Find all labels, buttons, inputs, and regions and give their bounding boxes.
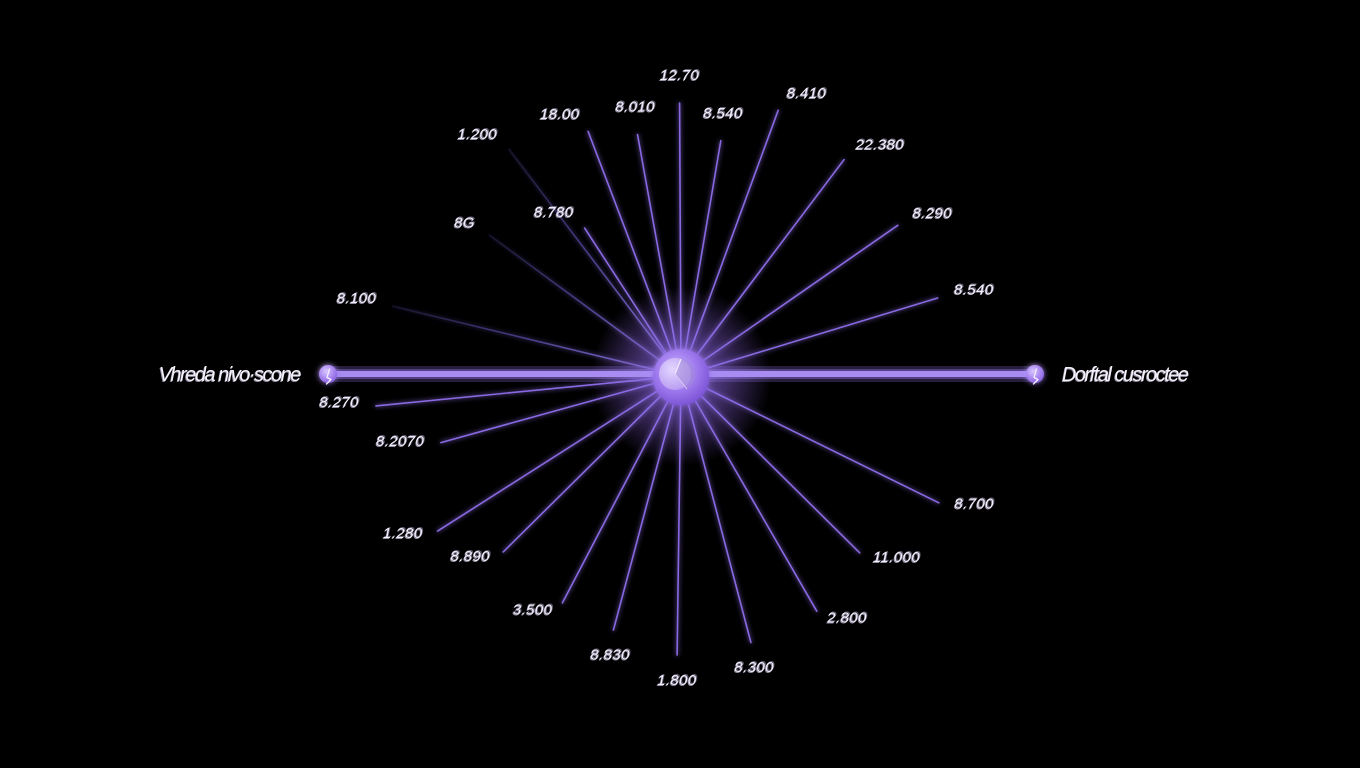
svg-text:8.780: 8.780 [534, 204, 574, 221]
svg-text:12.70: 12.70 [660, 67, 700, 84]
svg-text:22.380: 22.380 [855, 136, 905, 153]
svg-text:8.410: 8.410 [787, 85, 827, 102]
svg-text:1.280: 1.280 [383, 525, 423, 542]
svg-text:3.500: 3.500 [513, 601, 553, 618]
svg-text:18.00: 18.00 [540, 106, 580, 123]
svg-text:2.800: 2.800 [826, 610, 867, 627]
svg-text:8.890: 8.890 [450, 548, 490, 565]
svg-text:8.300: 8.300 [734, 659, 774, 676]
svg-text:11.000: 11.000 [873, 549, 920, 566]
svg-text:8.540: 8.540 [954, 281, 994, 298]
svg-text:8G: 8G [454, 215, 475, 232]
svg-text:8.010: 8.010 [615, 99, 655, 116]
svg-text:8.270: 8.270 [319, 394, 359, 411]
svg-text:8.100: 8.100 [337, 290, 377, 307]
svg-text:8.700: 8.700 [954, 496, 994, 513]
svg-text:8.540: 8.540 [703, 105, 743, 122]
svg-text:1.800: 1.800 [657, 672, 697, 689]
svg-text:8.2070: 8.2070 [376, 433, 425, 450]
svg-text:8.830: 8.830 [590, 647, 630, 664]
svg-text:1.200: 1.200 [458, 126, 498, 143]
svg-text:8.290: 8.290 [913, 205, 953, 222]
svg-text:Vhreda nivo·scone: Vhreda nivo·scone [159, 364, 302, 386]
svg-text:Dorftal cusroctee: Dorftal cusroctee [1062, 364, 1189, 386]
